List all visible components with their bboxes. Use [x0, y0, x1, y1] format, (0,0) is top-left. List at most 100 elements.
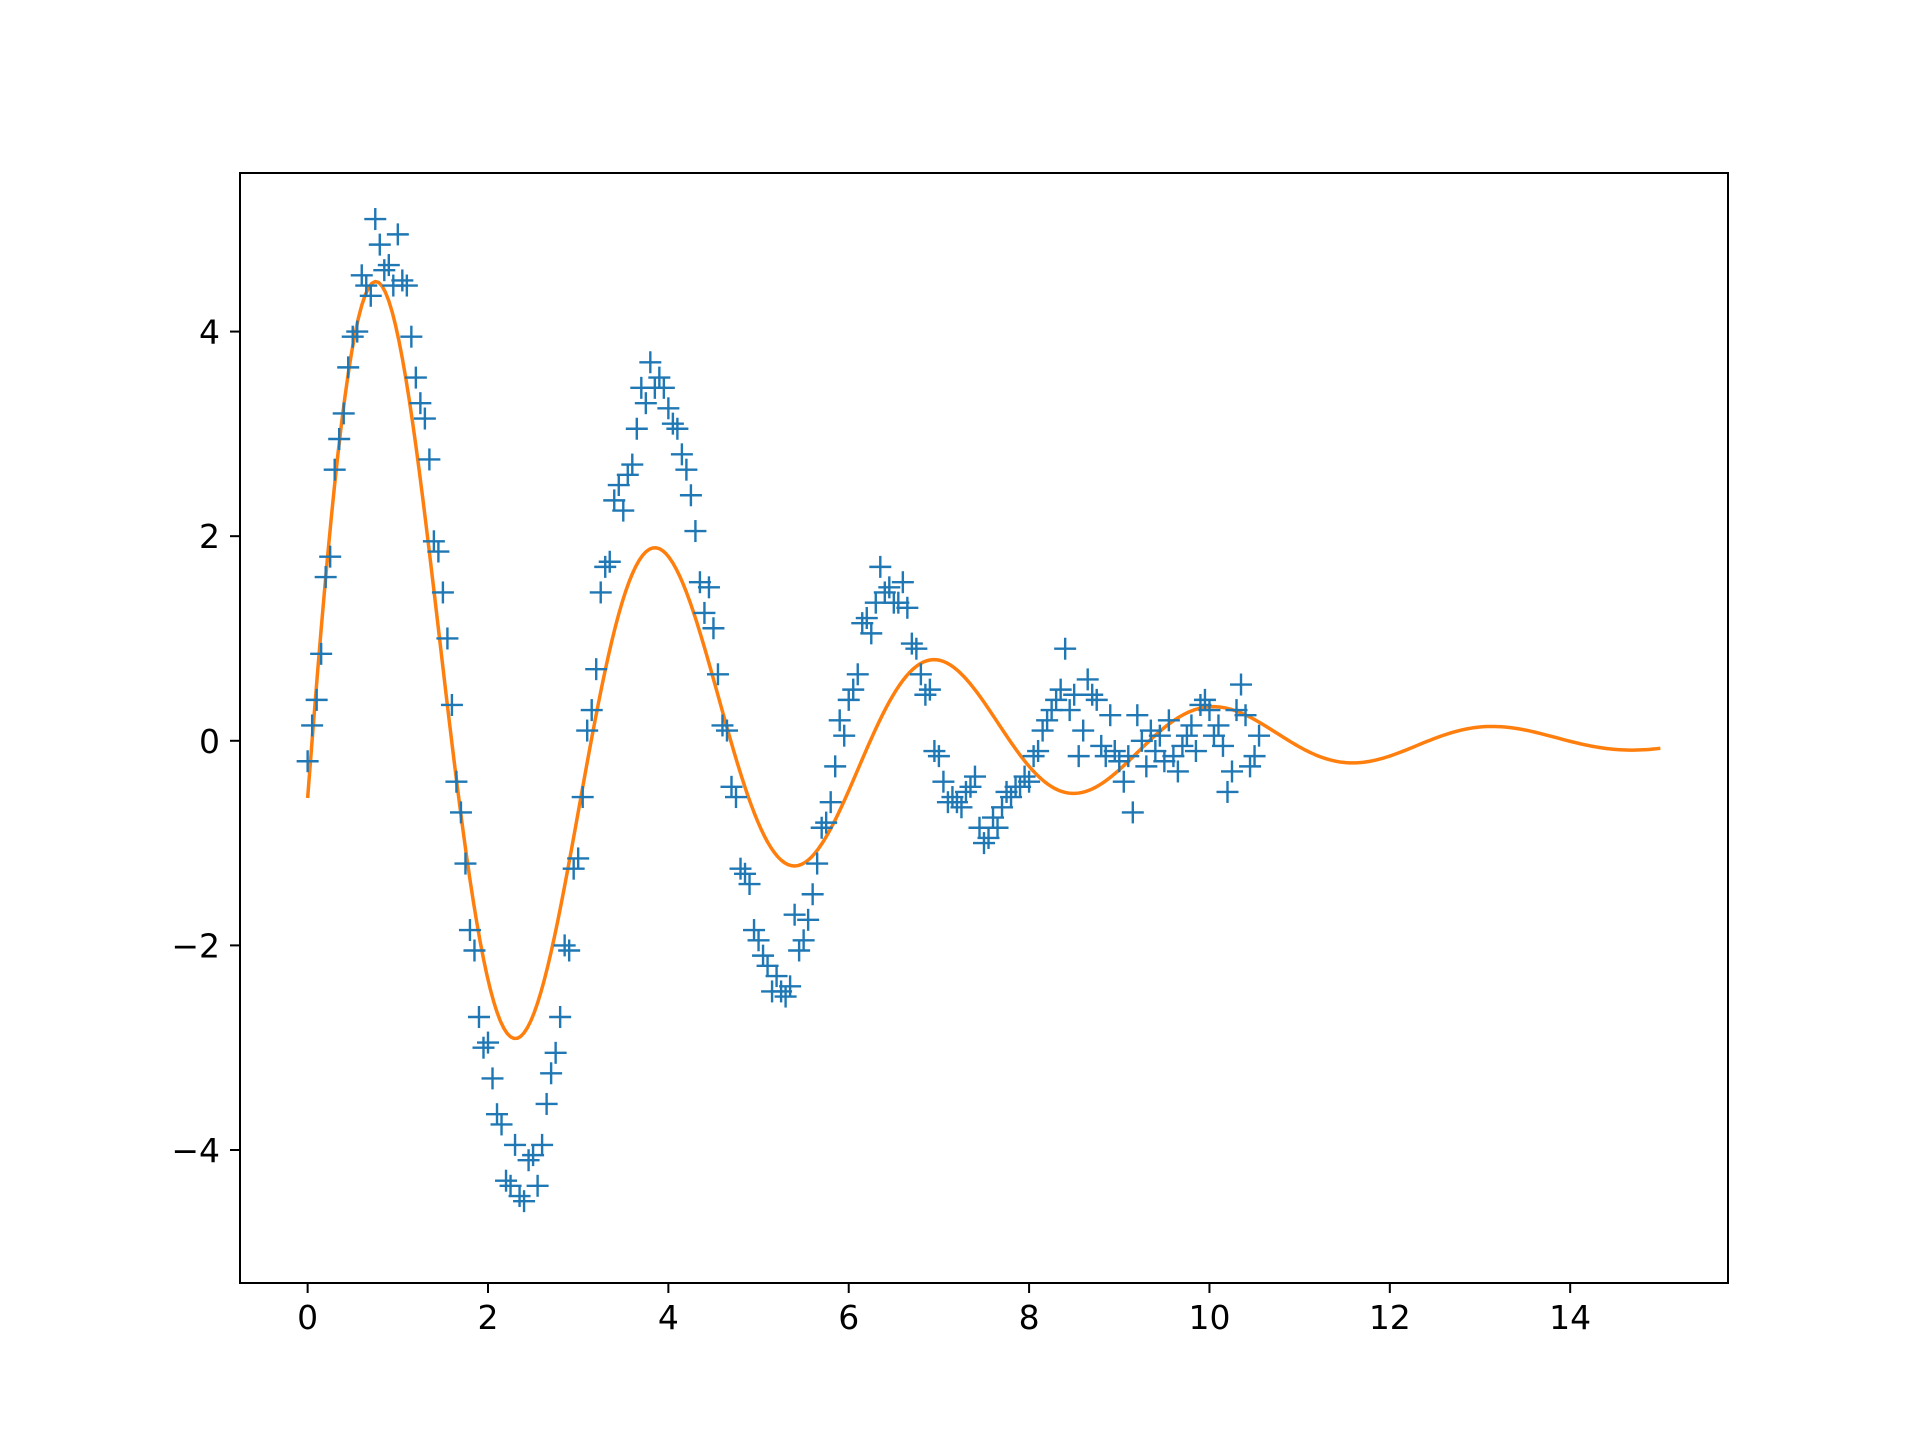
scatter-point [1054, 637, 1077, 660]
scatter-point [427, 540, 450, 563]
scatter-point [792, 929, 815, 952]
scatter-point [1126, 704, 1149, 727]
scatter-point [991, 796, 1014, 819]
scatter-point [526, 1174, 549, 1197]
scatter-point [842, 678, 865, 701]
scatter-point [869, 555, 892, 578]
scatter-point [648, 366, 671, 389]
scatter-point [409, 392, 432, 415]
scatter-point [752, 944, 775, 967]
scatter-point [833, 724, 856, 747]
scatter-point [562, 857, 585, 880]
scatter-point [616, 463, 639, 486]
scatter-point [513, 1190, 536, 1213]
scatter-point [743, 919, 766, 942]
scatter-point [1171, 734, 1194, 757]
scatter-point [855, 607, 878, 630]
scatter-point [887, 591, 910, 614]
x-tick-label: 8 [1019, 1298, 1040, 1337]
scatter-point [837, 688, 860, 711]
scatter-point [418, 448, 441, 471]
scatter-point [1193, 688, 1216, 711]
scatter-point [314, 566, 337, 589]
scatter-point [477, 1031, 499, 1054]
scatter-point [486, 1103, 509, 1126]
scatter-point [1072, 719, 1095, 742]
scatter-series [296, 208, 1271, 1213]
scatter-point [657, 397, 680, 420]
scatter-point [499, 1174, 522, 1197]
scatter-point [1148, 724, 1171, 747]
scatter-point [1166, 760, 1189, 783]
y-tick-label: 2 [199, 517, 220, 556]
scatter-point [585, 658, 608, 681]
scatter-point [729, 857, 752, 880]
scatter-point [395, 274, 418, 297]
scatter-point [621, 453, 644, 476]
scatter-point [963, 765, 986, 788]
scatter-point [1202, 724, 1225, 747]
scatter-point [1153, 750, 1176, 773]
scatter-point [413, 407, 436, 430]
scatter-point [1157, 709, 1180, 732]
scatter-point [1216, 780, 1239, 803]
scatter-point [1013, 765, 1036, 788]
y-tick-label: 0 [199, 722, 220, 761]
scatter-point [1180, 714, 1203, 737]
scatter-point [422, 530, 445, 553]
scatter-point [1130, 729, 1153, 752]
scatter-point [1085, 688, 1108, 711]
scatter-point [661, 412, 684, 435]
scatter-point [404, 366, 427, 389]
scatter-point [1018, 770, 1041, 793]
scatter-point [495, 1169, 518, 1192]
scatter-point [558, 939, 581, 962]
scatter-point [1067, 745, 1090, 768]
axes-frame [239, 172, 1729, 1284]
scatter-point [995, 780, 1018, 803]
scatter-point [1027, 740, 1050, 763]
scatter-point [328, 427, 351, 450]
scatter-point [797, 908, 820, 931]
scatter-point [440, 693, 463, 716]
scatter-point [589, 581, 612, 604]
scatter-point [531, 1133, 554, 1156]
scatter-point [927, 745, 950, 768]
scatter-point [815, 811, 838, 834]
scatter-point [549, 1006, 572, 1029]
scatter-point [310, 642, 333, 665]
x-tick-label: 2 [478, 1298, 499, 1337]
scatter-point [504, 1133, 527, 1156]
scatter-point [666, 417, 689, 440]
scatter-point [1243, 745, 1266, 768]
scatter-point [373, 259, 396, 282]
scatter-point [1225, 699, 1248, 722]
scatter-point [734, 862, 757, 885]
scatter-point [873, 581, 896, 604]
scatter-point [1162, 745, 1185, 768]
scatter-point [747, 929, 770, 952]
scatter-point [639, 351, 662, 374]
scatter-point [774, 985, 797, 1008]
scatter-point [391, 269, 414, 292]
scatter-point [1009, 775, 1032, 798]
scatter-point [1139, 719, 1162, 742]
scatter-point [544, 1041, 567, 1064]
scatter-point [982, 806, 1005, 829]
x-tick-label: 6 [838, 1298, 859, 1337]
scatter-point [634, 392, 657, 415]
scatter-point [720, 775, 743, 798]
scatter-point [1230, 673, 1253, 696]
scatter-point [431, 581, 454, 604]
scatter-point [810, 816, 833, 839]
scatter-point [945, 791, 968, 814]
scatter-point [319, 545, 342, 568]
scatter-point [580, 699, 603, 722]
x-axis: 0 2 4 6 8 10 12 14 [297, 1283, 1591, 1337]
scatter-point [711, 714, 734, 737]
scatter-point [1076, 668, 1099, 691]
scatter-point [783, 903, 806, 926]
scatter-point [675, 458, 698, 481]
y-tick-label: 4 [199, 313, 220, 352]
scatter-point [860, 622, 883, 645]
